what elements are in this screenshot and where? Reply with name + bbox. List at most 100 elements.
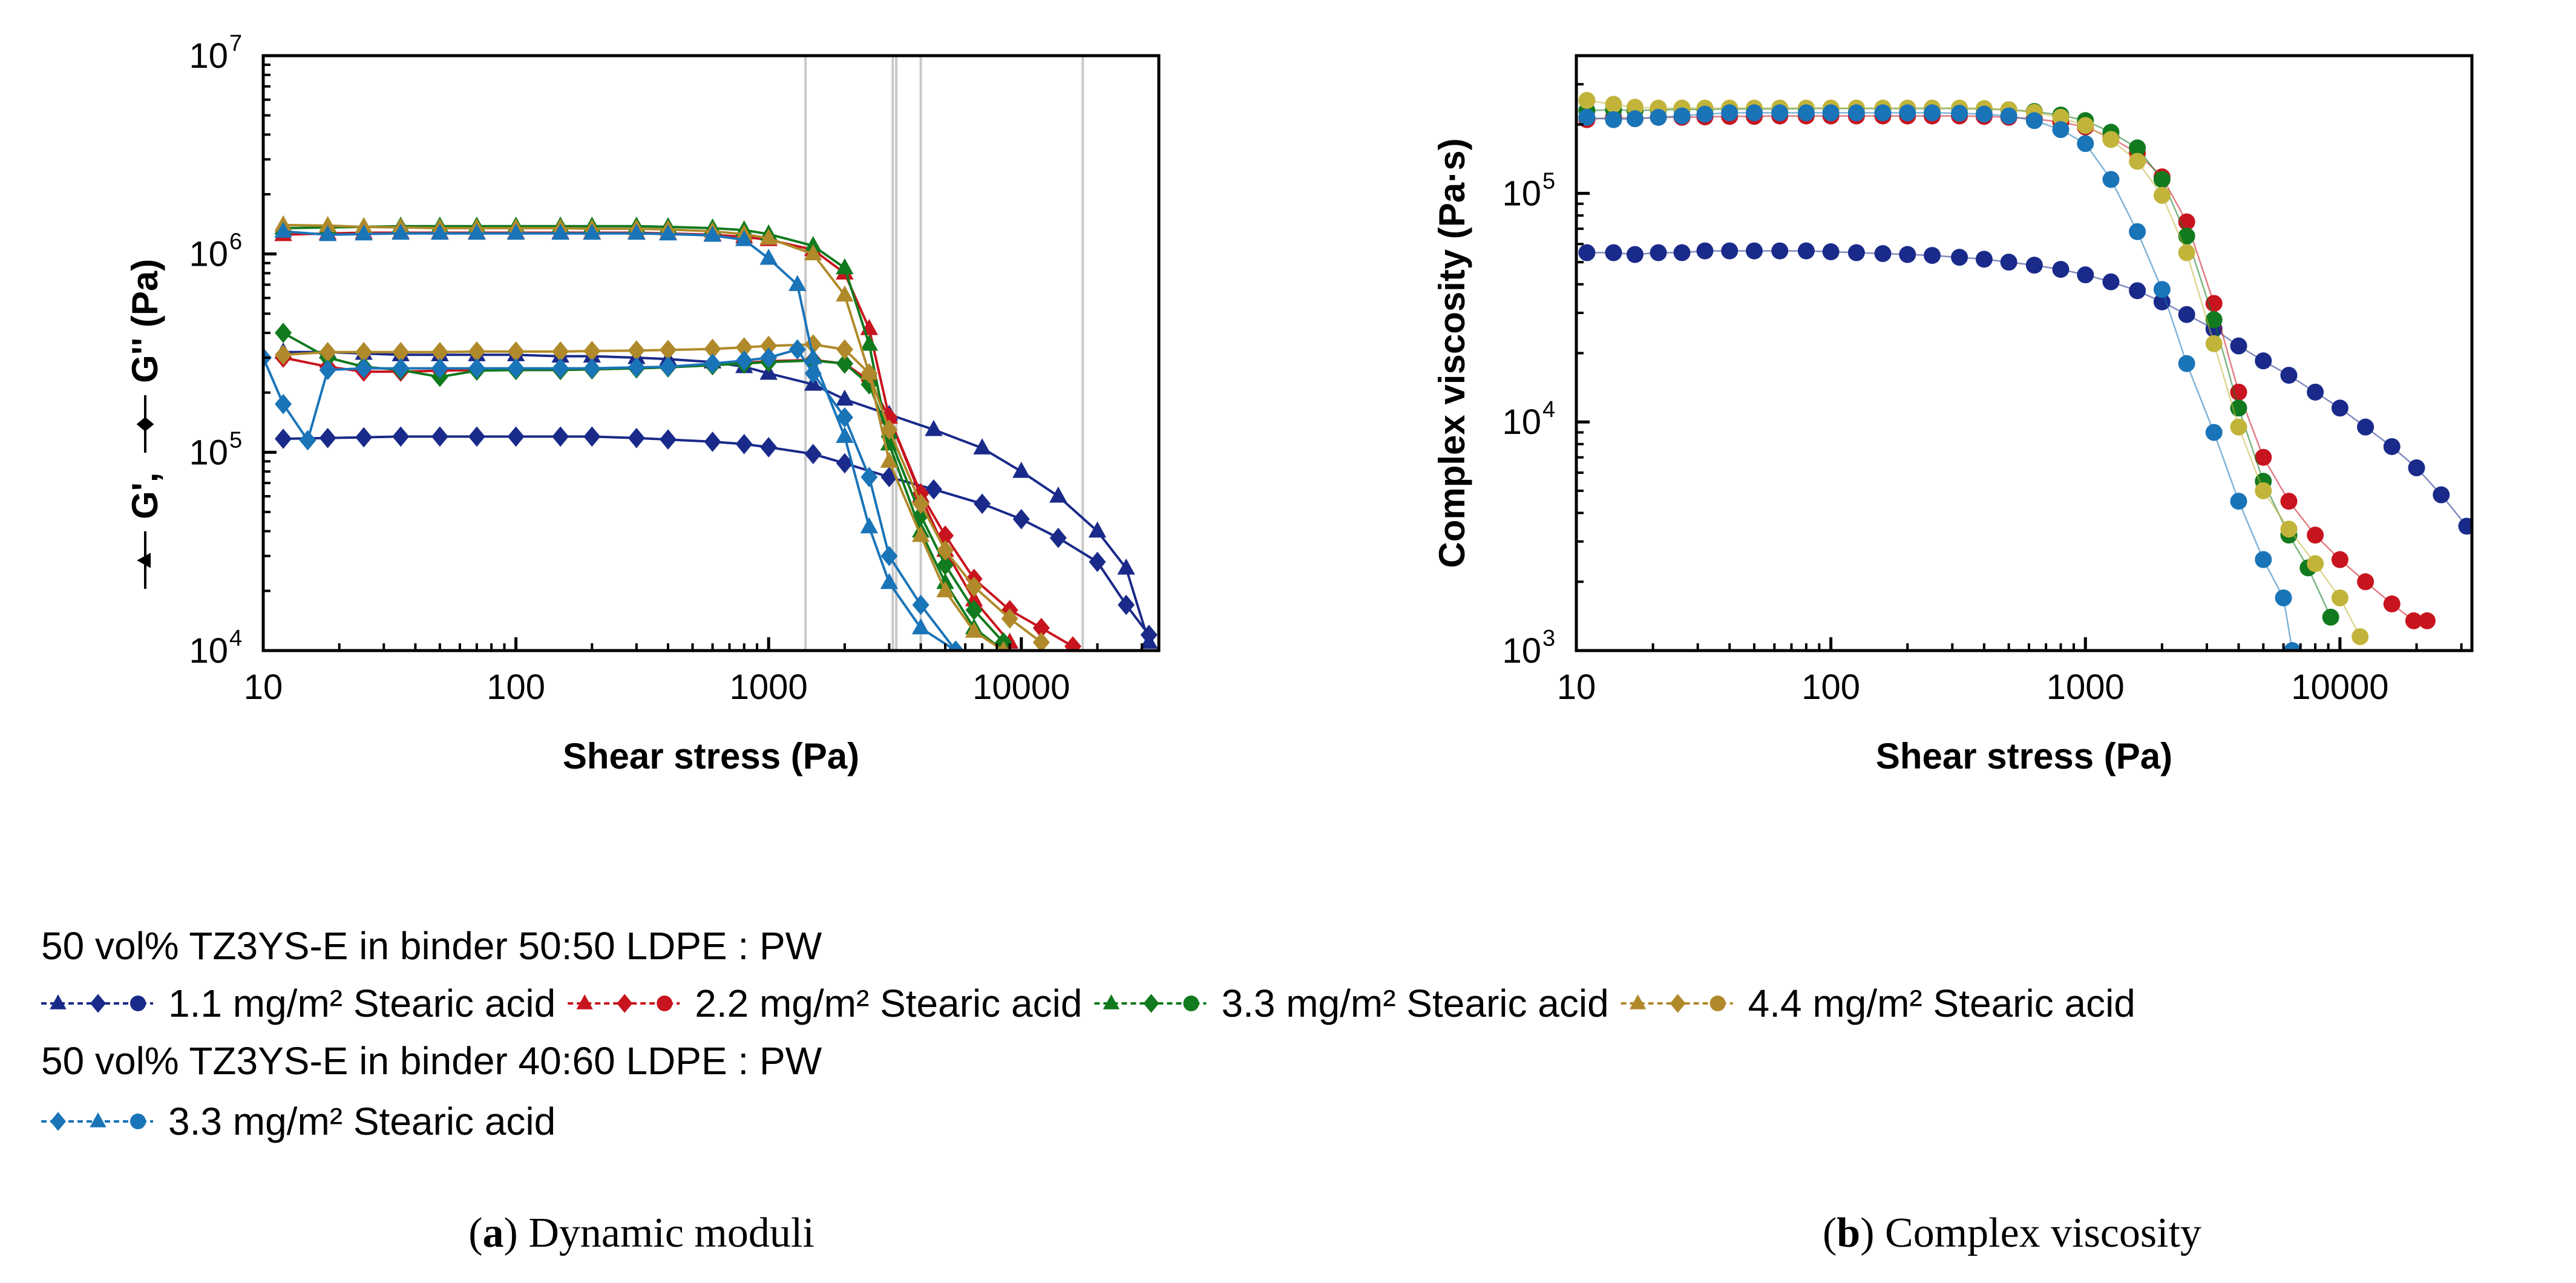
data-point [392,342,410,363]
data-point [583,341,601,361]
y-tick-exponent: 6 [229,229,242,255]
triangle-icon [1630,994,1647,1009]
data-point [2284,642,2301,651]
data-point [704,353,721,374]
data-point [836,258,854,275]
data-point [355,358,373,379]
data-point [788,339,806,360]
data-point [937,554,954,576]
data-point [2077,135,2094,153]
data-point [275,393,292,415]
circle-icon [130,1114,146,1129]
data-point [2331,589,2348,606]
y-tick-label: 10 [1502,402,1541,442]
data-point [1797,242,1815,260]
data-point [2383,595,2401,612]
series-line [283,350,1150,643]
series-line [1587,99,2361,637]
data-point [974,493,991,514]
data-point [318,215,337,232]
data-point [2102,273,2120,290]
data-point [965,576,983,597]
data-point [860,467,878,488]
data-point [506,223,525,240]
data-point [1605,244,1622,261]
data-point [860,363,878,384]
legend: 50 vol% TZ3YS-E in binder 50:50 LDPE : P… [41,924,2135,1143]
data-point [1951,249,1968,266]
data-point [583,358,601,379]
data-point [552,426,569,447]
data-point [2230,418,2247,436]
triangle-icon [50,994,67,1009]
data-point [1012,509,1030,530]
data-point [1605,111,1622,128]
y-tick-exponent: 7 [229,31,242,56]
data-point [2255,551,2272,568]
data-point [911,618,930,635]
data-point [2178,306,2195,323]
data-point [1578,108,1596,126]
panel-b-x-axis-label: Shear stress (Pa) [1876,736,2172,776]
data-point [275,428,292,449]
data-point [431,426,448,447]
data-point [2357,573,2374,591]
data-point [628,340,645,361]
data-point [628,427,645,448]
data-point [275,344,292,366]
data-point [507,358,525,379]
data-point [998,640,1009,651]
x-tick-label: 10000 [972,668,1070,707]
y-tick-label: 10 [189,433,228,472]
data-point [2230,337,2247,355]
data-point [2331,399,2348,417]
data-point [1746,104,1763,122]
data-point [468,341,485,362]
data-point [2280,520,2298,538]
series [263,339,965,651]
data-point [660,340,677,361]
data-point [880,545,898,566]
data-point [1924,104,1941,122]
data-point [2077,266,2094,284]
x-tick-label: 10 [1557,668,1596,707]
panel-b-x-ticks: 10 100 1000 10000 [1557,637,2463,707]
data-point [2418,612,2436,629]
data-point [1001,608,1018,629]
data-point [1088,521,1107,538]
data-point [2025,112,2043,130]
data-point [2102,171,2120,188]
y-tick-label: 10 [189,36,228,76]
data-point [860,517,879,534]
y-tick-exponent: 5 [229,427,242,453]
data-point [468,358,485,379]
data-point [1874,245,1892,263]
panel-b-series [1578,91,2472,651]
data-point [836,407,853,428]
data-point [947,640,965,651]
data-point [936,581,954,597]
data-point [911,525,930,542]
data-point [552,341,569,362]
data-point [1975,105,1993,123]
data-point [804,444,822,465]
triangle-icon [576,994,593,1009]
series [274,221,962,651]
legend-item: 1.1 mg/m² Stearic acid [41,982,556,1025]
series [275,426,1158,645]
data-point [2433,486,2450,504]
data-point [318,225,337,241]
data-point [507,426,525,447]
legend-item: 3.3 mg/m² Stearic acid [1094,982,1609,1025]
data-point [507,341,525,362]
data-point [2077,117,2094,134]
data-point [659,224,677,241]
ylabel-text-gdoubleprime: G'' (Pa) [125,259,165,383]
data-point [1673,244,1691,261]
panel-a-x-axis-label: Shear stress (Pa) [563,736,859,776]
data-point [552,358,569,379]
data-point [937,540,954,561]
